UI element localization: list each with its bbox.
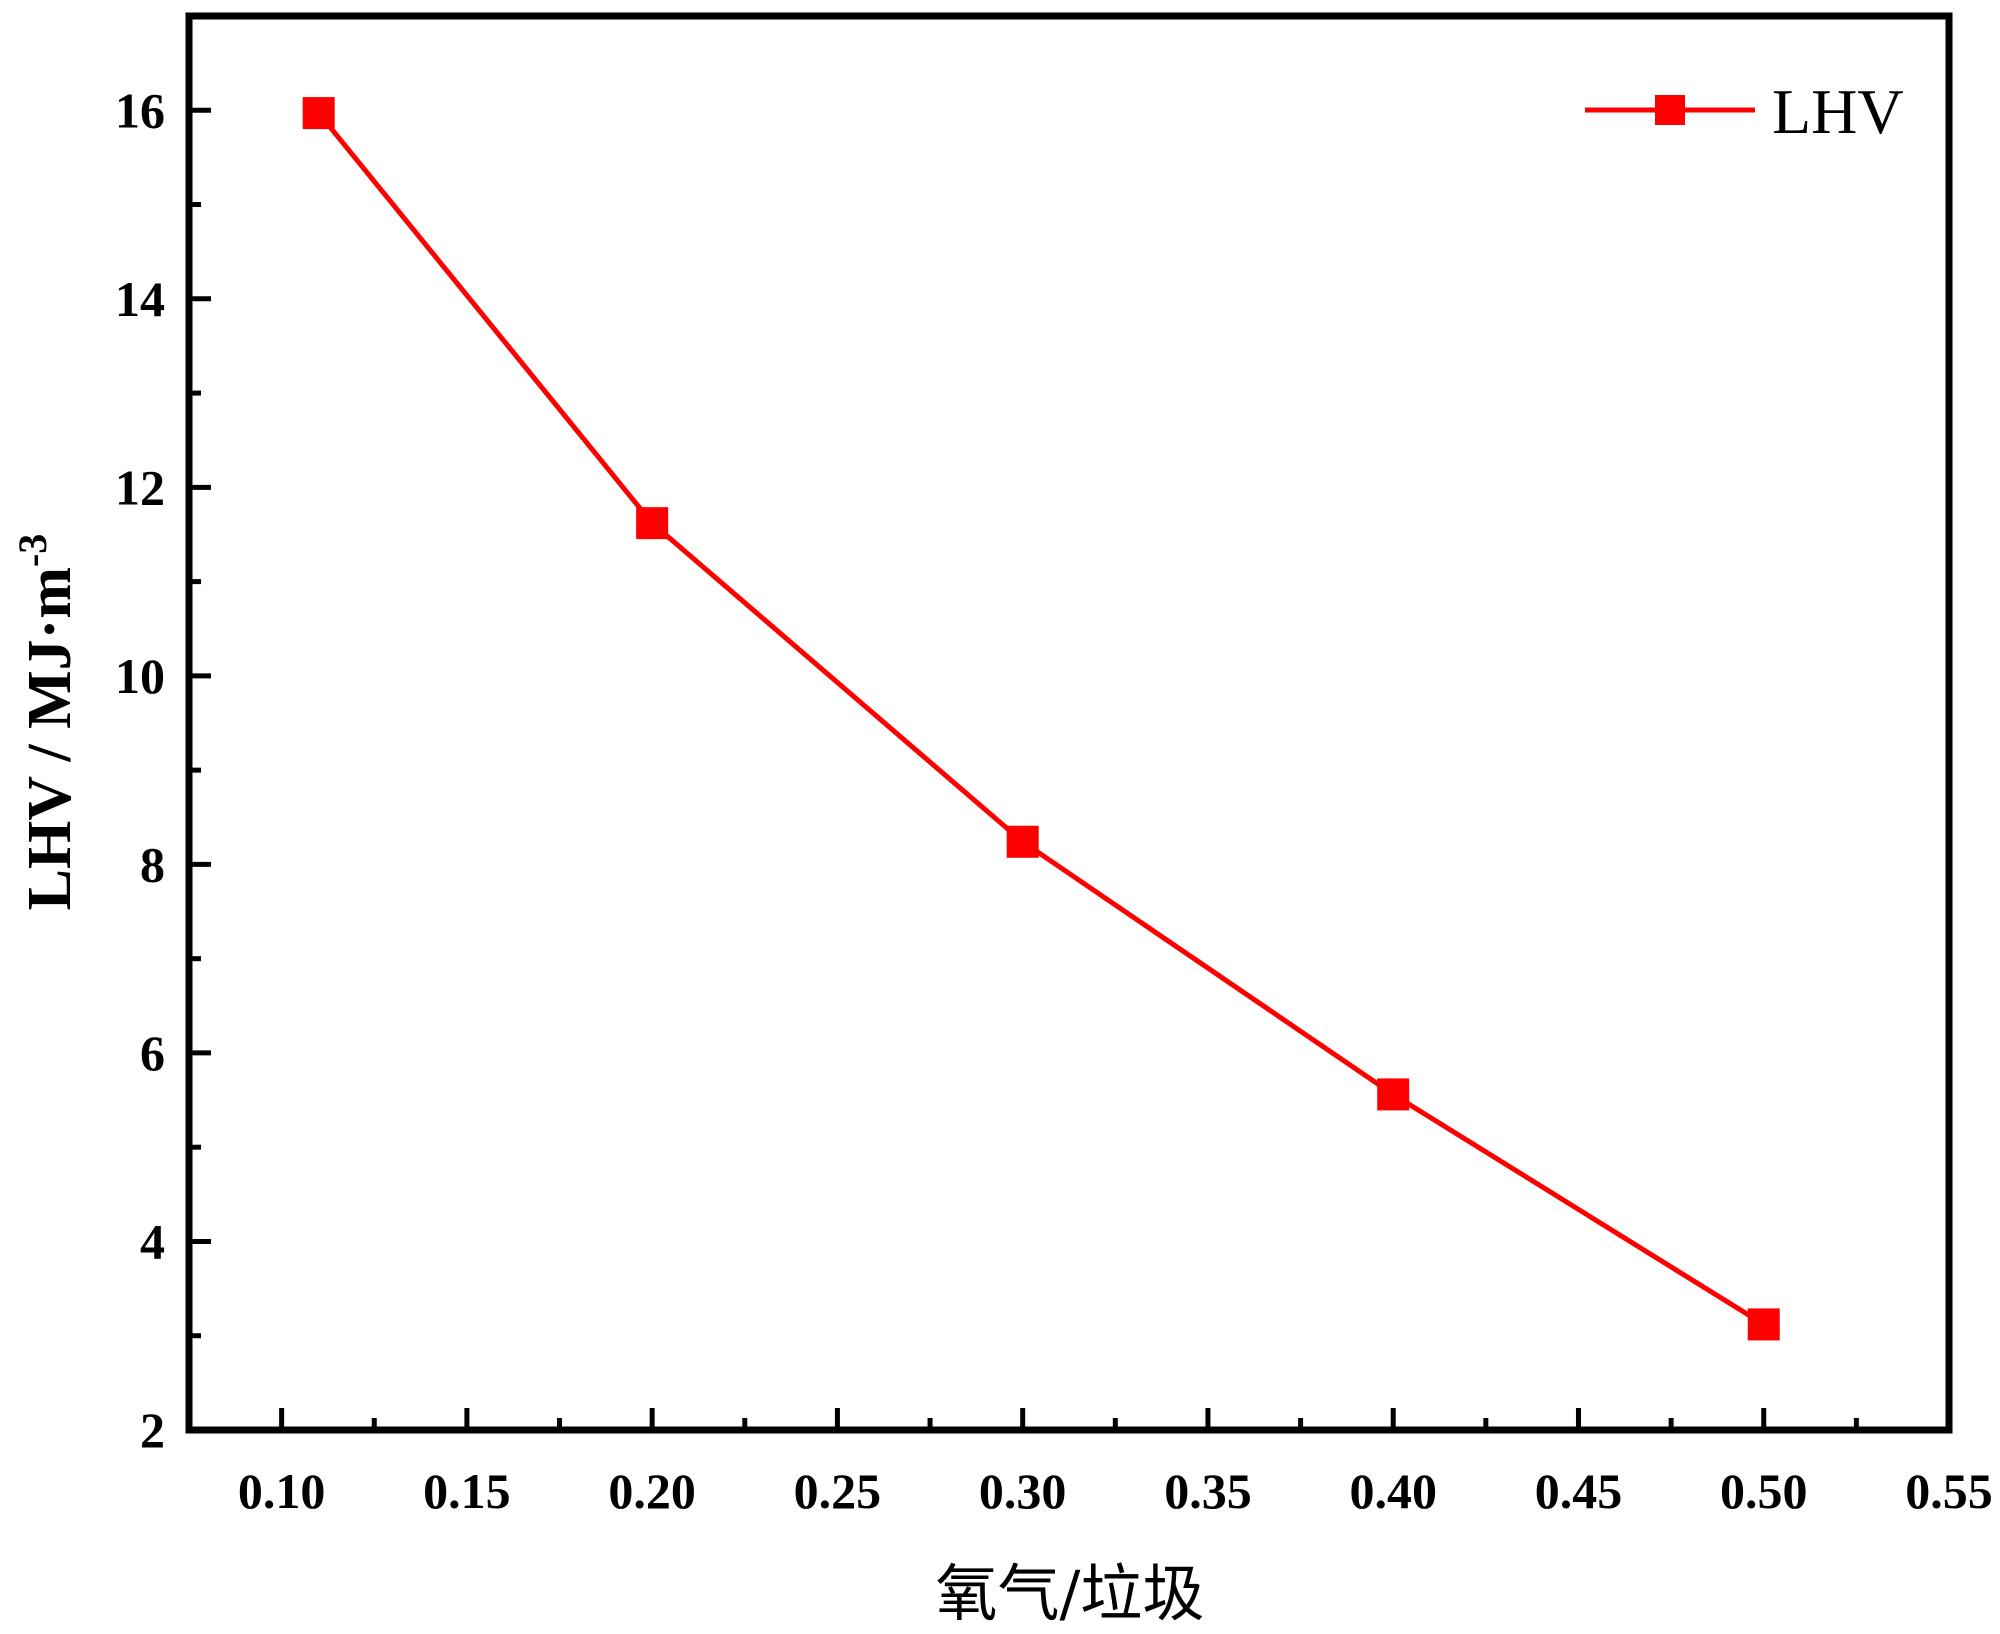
y-tick-label: 16 [115,82,165,138]
axis-ticks [189,13,1859,1430]
data-markers [302,97,1780,1341]
y-tick-label: 10 [115,648,165,704]
x-tick-label: 0.55 [1905,1463,1993,1519]
data-point-lhv [1747,1308,1780,1341]
data-point-lhv [1006,825,1039,858]
legend: LHV [1585,76,1904,147]
x-tick-label: 0.20 [608,1463,696,1519]
y-axis-title: LHV / MJ·m-3 [10,534,84,911]
y-tick-label: 8 [140,836,165,892]
legend-marker [1655,95,1685,125]
x-tick-label: 0.30 [979,1463,1067,1519]
x-tick-label: 0.10 [238,1463,326,1519]
y-tick-label: 12 [115,459,165,515]
plot-frame [185,12,1953,1434]
data-point-lhv [636,507,669,540]
y-tick-label: 14 [115,271,165,327]
series-line-lhv [316,111,1766,1327]
x-tick-label: 0.25 [794,1463,882,1519]
data-point-lhv [1377,1078,1410,1111]
y-axis-title-superscript: -3 [10,534,55,567]
x-tick-label: 0.45 [1535,1463,1623,1519]
y-tick-label: 4 [140,1213,165,1269]
data-point-lhv [302,97,335,130]
x-tick-label: 0.15 [423,1463,511,1519]
x-tick-label: 0.35 [1164,1463,1252,1519]
y-tick-label: 6 [140,1025,165,1081]
legend-label: LHV [1772,76,1904,147]
x-tick-label: 0.40 [1349,1463,1437,1519]
tick-labels: 0.10 0.15 0.20 0.25 0.30 0.35 0.40 0.45 0.50 0.55… [115,82,1993,1519]
y-axis-title-main: LHV / MJ·m [16,567,84,910]
x-tick-label: 0.50 [1720,1463,1808,1519]
y-tick-label: 2 [140,1402,165,1458]
x-axis-title: 氧气/垃圾 [936,1557,1205,1630]
